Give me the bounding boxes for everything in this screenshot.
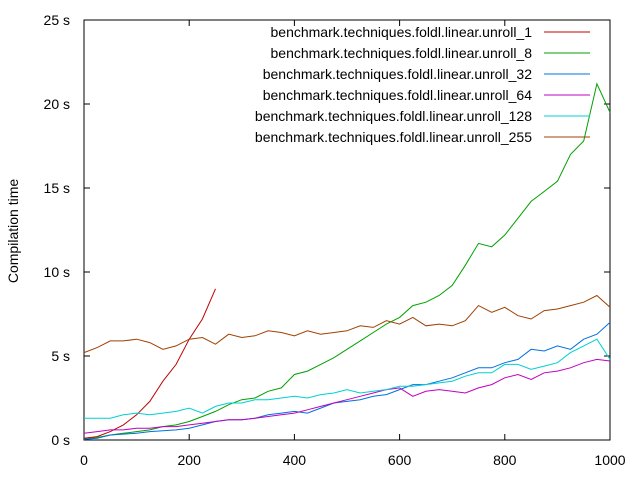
legend-label: benchmark.techniques.foldl.linear.unroll… (263, 87, 532, 103)
legend: benchmark.techniques.foldl.linear.unroll… (255, 24, 590, 145)
series-line-6 (83, 294, 611, 354)
series-line-1 (83, 288, 216, 439)
y-tick-label: 20 s (44, 96, 70, 112)
x-tick-label: 400 (283, 452, 307, 468)
plot-frame (83, 19, 611, 441)
y-tick-labels: 0 s 5 s 10 s 15 s 20 s 25 s (44, 12, 70, 448)
legend-label: benchmark.techniques.foldl.linear.unroll… (271, 45, 533, 61)
x-tick-label: 200 (178, 452, 202, 468)
y-axis-title: Compilation time (5, 179, 21, 283)
series-lines (83, 82, 611, 440)
legend-label: benchmark.techniques.foldl.linear.unroll… (255, 108, 532, 124)
legend-label: benchmark.techniques.foldl.linear.unroll… (271, 24, 533, 40)
tick-marks (83, 19, 611, 441)
legend-label: benchmark.techniques.foldl.linear.unroll… (255, 129, 532, 145)
x-tick-labels: 0 200 400 600 800 1000 (80, 452, 626, 468)
y-tick-label: 25 s (44, 12, 70, 28)
y-tick-label: 5 s (51, 348, 70, 364)
x-tick-label: 0 (80, 452, 88, 468)
series-line-5 (84, 338, 611, 419)
y-tick-label: 0 s (51, 432, 70, 448)
series-line-2 (83, 82, 611, 440)
legend-label: benchmark.techniques.foldl.linear.unroll… (263, 66, 532, 82)
series-line-4 (83, 358, 611, 434)
y-tick-label: 15 s (44, 180, 70, 196)
plot-border (83, 19, 611, 441)
x-tick-label: 800 (493, 452, 517, 468)
x-tick-label: 1000 (594, 452, 625, 468)
series-line-3 (83, 322, 611, 440)
y-tick-label: 10 s (44, 264, 70, 280)
x-tick-label: 600 (388, 452, 412, 468)
